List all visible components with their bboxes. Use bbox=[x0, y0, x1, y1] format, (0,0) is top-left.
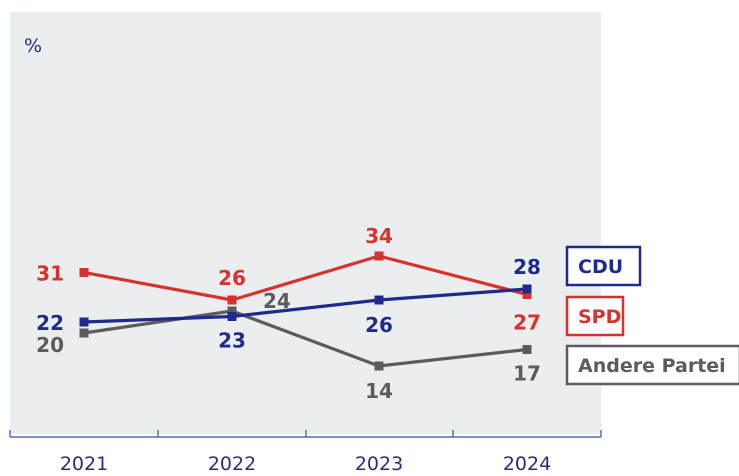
x-tick-label: 2022 bbox=[208, 453, 256, 475]
y-axis-unit-label: % bbox=[24, 35, 42, 57]
legend-label-andere-partei: Andere Partei bbox=[578, 355, 726, 377]
data-label-cdu: 26 bbox=[365, 313, 393, 337]
x-tick-label: 2024 bbox=[503, 453, 551, 475]
data-label-andere-partei: 20 bbox=[36, 333, 64, 357]
legend: CDU SPD Andere Partei bbox=[565, 245, 739, 386]
data-label-layer: 22 23 26 28 31 26 34 27 20 24 14 17 bbox=[36, 224, 541, 403]
series-layer bbox=[79, 251, 532, 371]
series-line-spd bbox=[83, 254, 528, 302]
series-line-cdu bbox=[83, 287, 528, 324]
data-label-spd: 26 bbox=[218, 266, 246, 290]
legend-box-cdu bbox=[565, 245, 642, 287]
x-tick-label: 2023 bbox=[355, 453, 403, 475]
data-point-andere-partei bbox=[374, 361, 384, 371]
data-label-cdu: 22 bbox=[36, 311, 64, 335]
data-point-cdu bbox=[522, 284, 532, 294]
data-label-spd: 31 bbox=[36, 262, 64, 286]
data-label-cdu: 28 bbox=[513, 255, 541, 279]
data-label-cdu: 23 bbox=[218, 329, 246, 353]
legend-box-spd bbox=[565, 295, 625, 337]
data-label-andere-partei: 17 bbox=[513, 362, 541, 386]
data-point-spd bbox=[374, 251, 384, 261]
data-point-andere-partei bbox=[522, 345, 532, 354]
x-tick-label: 2021 bbox=[60, 453, 108, 475]
data-point-andere-partei bbox=[79, 328, 89, 338]
data-point-spd bbox=[522, 290, 532, 299]
data-point-cdu bbox=[374, 295, 384, 305]
data-label-spd: 34 bbox=[365, 224, 393, 248]
data-label-spd: 27 bbox=[513, 311, 541, 335]
data-point-spd bbox=[227, 295, 237, 305]
series-line-andere-partei bbox=[83, 309, 528, 368]
x-axis: 2021 2022 2023 2024 bbox=[9, 430, 602, 475]
legend-box-andere-partei bbox=[565, 344, 739, 386]
data-point-cdu bbox=[227, 312, 237, 321]
data-label-andere-partei: 24 bbox=[263, 289, 291, 313]
data-point-andere-partei bbox=[227, 306, 237, 316]
plot-background bbox=[10, 12, 601, 434]
data-label-andere-partei: 14 bbox=[365, 379, 393, 403]
data-point-spd bbox=[79, 268, 89, 277]
data-point-cdu bbox=[79, 317, 89, 327]
legend-label-spd: SPD bbox=[578, 306, 621, 328]
legend-label-cdu: CDU bbox=[578, 256, 623, 278]
